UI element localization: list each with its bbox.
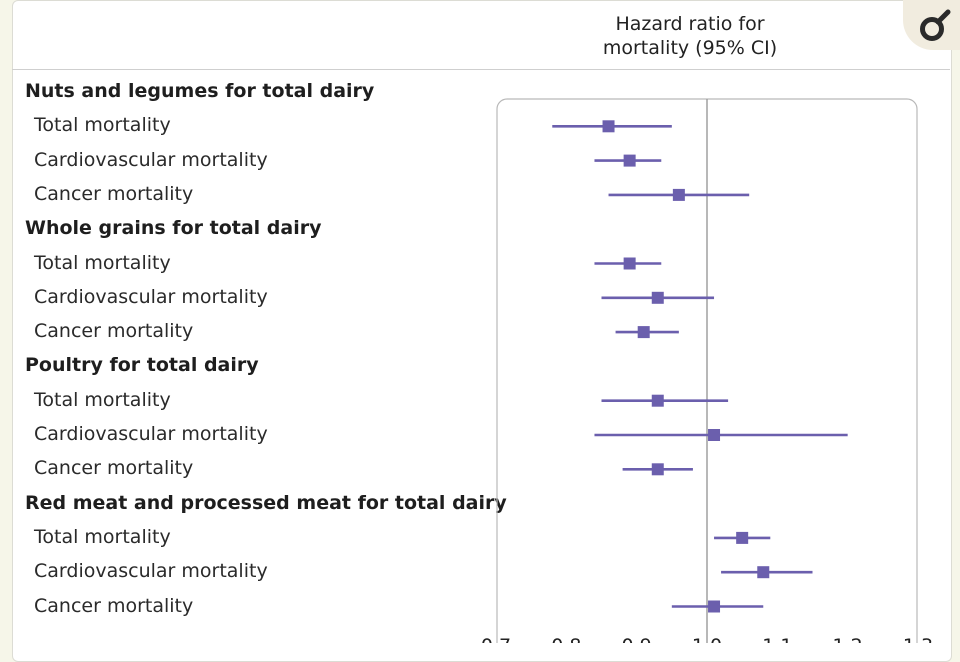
hr-marker: [651, 463, 664, 476]
forest-plot: 0.7 0.8 0.9 1.0 1.1 1.2 1.3: [481, 98, 933, 643]
row-label: Cancer mortality: [34, 182, 194, 205]
x-tick-label: 0.7: [481, 635, 511, 643]
row-label: Cancer mortality: [34, 320, 194, 343]
hr-marker: [757, 566, 770, 579]
hr-marker: [623, 257, 636, 270]
header-divider: [12, 69, 950, 70]
hr-marker: [651, 291, 664, 304]
column-title: Hazard ratio for mortality (95% CI): [602, 13, 778, 59]
row-label: Total mortality: [34, 251, 171, 274]
row-label: Cardiovascular mortality: [34, 285, 268, 308]
chart-panel: [12, 0, 952, 662]
x-tick-label: 1.0: [692, 635, 722, 643]
x-tick-label: 0.8: [551, 635, 581, 643]
row-label: Cancer mortality: [34, 594, 194, 617]
group-label: Whole grains for total dairy: [25, 217, 322, 240]
male-symbol-icon: [920, 9, 951, 41]
hr-marker: [708, 429, 721, 441]
hr-marker: [708, 600, 721, 613]
row-label: Cardiovascular mortality: [34, 423, 268, 445]
row-label: Cancer mortality: [34, 457, 194, 480]
x-tick-label: 1.1: [762, 635, 792, 643]
hr-marker: [672, 188, 685, 201]
hr-marker: [637, 326, 650, 339]
hr-marker: [623, 154, 636, 167]
row-label: Total mortality: [34, 114, 171, 137]
row-label: Total mortality: [34, 525, 171, 548]
row-label: Total mortality: [34, 388, 171, 411]
hr-marker: [602, 120, 615, 133]
group-label: Nuts and legumes for total dairy: [25, 80, 375, 102]
hr-marker: [736, 531, 749, 544]
group-label: Poultry for total dairy: [25, 354, 259, 377]
row-label: Cardiovascular mortality: [34, 148, 268, 171]
hr-marker: [651, 394, 664, 407]
x-tick-label: 0.9: [622, 635, 652, 643]
x-tick-label: 1.2: [833, 635, 863, 643]
row-label: Cardiovascular mortality: [34, 560, 268, 583]
x-tick-label: 1.3: [903, 635, 933, 643]
share-badge[interactable]: [903, 0, 960, 50]
group-label: Red meat and processed meat for total da…: [25, 491, 507, 514]
